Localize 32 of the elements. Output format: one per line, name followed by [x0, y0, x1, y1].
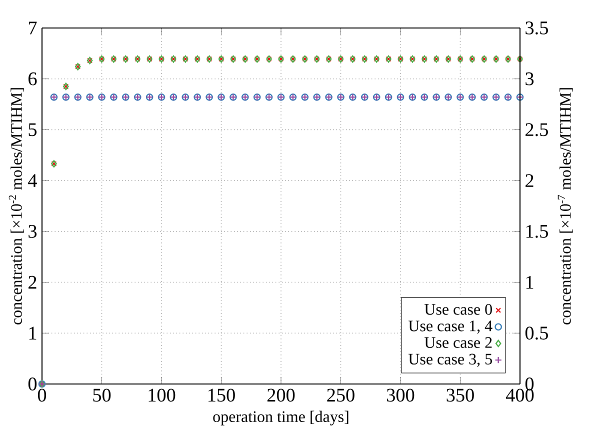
y2-tick-label: 3.5 — [526, 22, 548, 34]
y-tick-label: 7 — [28, 22, 37, 34]
legend-label: Use case 1, 4 — [408, 320, 492, 334]
y2-tick-label: 0.5 — [525, 326, 548, 340]
y2-tick-label: 1.5 — [526, 224, 548, 238]
y2-axis-title: concentration [×10$^{-7}$ moles/MTIHM] — [558, 88, 573, 324]
y2-tick-label: 1 — [526, 276, 534, 289]
y-axis-title: concentration [×10$^{-2}$ moles/MTIHM] — [8, 88, 24, 324]
y2-tick-label: 2 — [526, 174, 534, 187]
y-tick-label: 4 — [28, 174, 38, 187]
x-tick-label: 200 — [267, 388, 295, 402]
legend-label: Use case 0 — [424, 304, 492, 315]
y-tick-label: 5 — [28, 123, 37, 136]
x-tick-label: 350 — [446, 388, 474, 402]
y2-tick-label: 3 — [526, 72, 534, 86]
y-tick-label: 6 — [28, 72, 37, 86]
x-tick-label: 400 — [506, 388, 534, 402]
y2-tick-label: 2.5 — [526, 123, 548, 136]
y-tick-label: 0 — [28, 378, 37, 390]
legend-label: Use case 3, 5 — [408, 354, 492, 367]
y2-tick-label: 0 — [525, 378, 534, 390]
x-tick-label: 100 — [148, 388, 176, 402]
x-tick-label: 150 — [208, 388, 235, 402]
x-tick-label: 0 — [38, 388, 46, 402]
y-tick-label: 2 — [28, 276, 36, 289]
x-axis-title: operation time [days] — [213, 410, 348, 426]
y-tick-label: 3 — [28, 224, 37, 238]
x-tick-label: 300 — [387, 388, 414, 402]
y-tick-label: 1 — [29, 326, 36, 340]
x-tick-label: 250 — [327, 388, 354, 402]
legend-label: Use case 2 — [424, 337, 492, 348]
x-tick-label: 50 — [93, 388, 111, 402]
